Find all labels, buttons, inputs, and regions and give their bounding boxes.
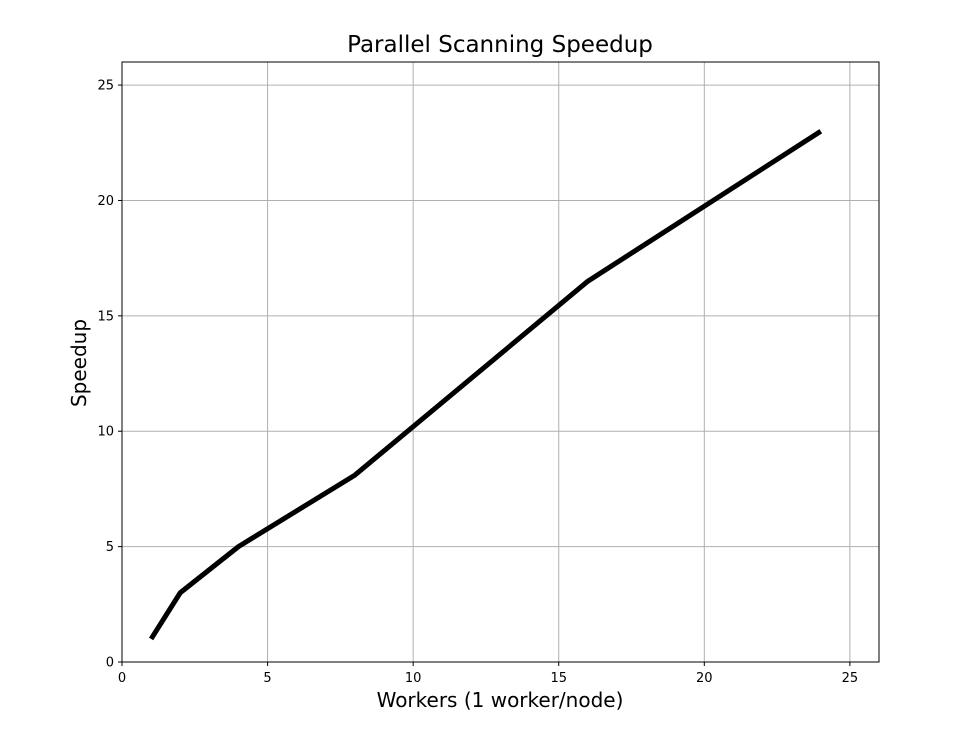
ticks: 0 5 10 15 20 25 0 5 10 15 20 25	[97, 79, 858, 686]
x-tick-label: 25	[842, 671, 859, 686]
y-tick-label: 20	[97, 194, 114, 209]
series-line	[149, 129, 823, 641]
y-tick-label: 10	[97, 425, 114, 440]
y-tick-label: 25	[97, 79, 114, 94]
plot-frame	[121, 61, 880, 663]
series-layer	[149, 129, 823, 641]
y-tick-label: 0	[106, 656, 114, 671]
x-tick-label: 15	[550, 671, 567, 686]
x-tick-label: 20	[696, 671, 713, 686]
x-tick-label: 5	[263, 671, 271, 686]
y-tick-label: 5	[106, 540, 114, 555]
grid	[121, 62, 879, 663]
x-axis-label: Workers (1 worker/node)	[377, 688, 624, 712]
x-tick-label: 0	[118, 671, 126, 686]
y-axis-label: Speedup	[67, 319, 91, 407]
chart-title: Parallel Scanning Speedup	[347, 32, 653, 58]
x-tick-label: 10	[405, 671, 422, 686]
y-tick-label: 15	[97, 309, 114, 324]
